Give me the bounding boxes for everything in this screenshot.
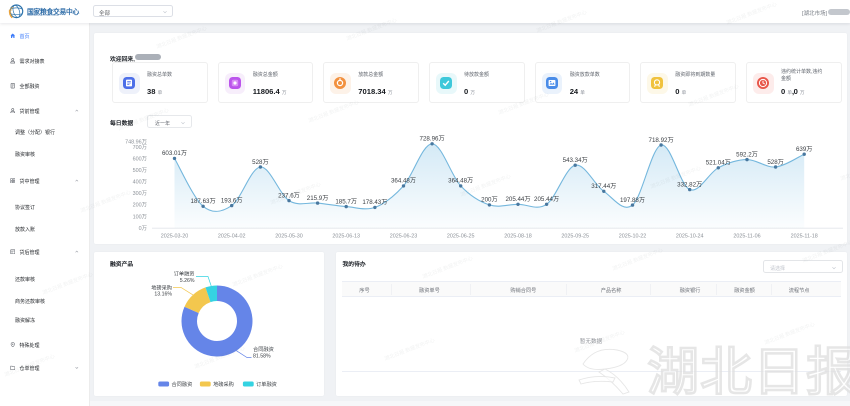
svg-text:528万: 528万 bbox=[252, 159, 269, 166]
svg-text:748.96万: 748.96万 bbox=[125, 138, 147, 145]
svg-text:2025-08-18: 2025-08-18 bbox=[504, 234, 532, 240]
svg-text:合同融资: 合同融资 bbox=[172, 380, 193, 388]
svg-text:地磅采购: 地磅采购 bbox=[151, 284, 172, 292]
svg-text:订单融资: 订单融资 bbox=[256, 380, 277, 388]
svg-text:300万: 300万 bbox=[133, 190, 148, 197]
svg-text:2025-04-02: 2025-04-02 bbox=[218, 234, 246, 240]
svg-text:0万: 0万 bbox=[139, 225, 148, 232]
svg-text:2025-06-25: 2025-06-25 bbox=[447, 234, 475, 240]
svg-text:639万: 639万 bbox=[796, 146, 813, 153]
svg-text:193.6万: 193.6万 bbox=[221, 197, 243, 204]
svg-text:237.6万: 237.6万 bbox=[278, 192, 300, 199]
svg-text:400万: 400万 bbox=[133, 179, 148, 186]
svg-text:2025-09-25: 2025-09-25 bbox=[561, 234, 589, 240]
svg-text:718.92万: 718.92万 bbox=[649, 137, 674, 144]
svg-text:603.01万: 603.01万 bbox=[162, 150, 187, 157]
svg-text:200万: 200万 bbox=[133, 202, 148, 209]
svg-text:2025-11-18: 2025-11-18 bbox=[791, 234, 818, 240]
svg-text:2025-06-13: 2025-06-13 bbox=[332, 234, 360, 240]
svg-text:2025-03-20: 2025-03-20 bbox=[161, 234, 189, 240]
svg-text:178.43万: 178.43万 bbox=[362, 199, 387, 206]
svg-text:700万: 700万 bbox=[133, 144, 148, 151]
svg-text:200万: 200万 bbox=[481, 197, 498, 204]
svg-text:81.58%: 81.58% bbox=[253, 354, 271, 360]
svg-text:592.2万: 592.2万 bbox=[736, 151, 758, 158]
svg-text:215.9万: 215.9万 bbox=[307, 195, 329, 202]
svg-text:543.34万: 543.34万 bbox=[563, 157, 588, 164]
svg-text:197.88万: 197.88万 bbox=[620, 197, 645, 204]
svg-text:2025-10-24: 2025-10-24 bbox=[676, 234, 704, 240]
svg-text:2025-11-06: 2025-11-06 bbox=[733, 234, 760, 240]
svg-text:528万: 528万 bbox=[767, 159, 784, 166]
svg-text:187.63万: 187.63万 bbox=[191, 198, 216, 205]
svg-text:地磅采购: 地磅采购 bbox=[213, 380, 234, 388]
svg-text:13.16%: 13.16% bbox=[154, 292, 172, 298]
svg-text:728.96万: 728.96万 bbox=[420, 136, 445, 143]
svg-text:332.82万: 332.82万 bbox=[677, 181, 702, 188]
svg-text:100万: 100万 bbox=[133, 213, 148, 220]
svg-text:364.48万: 364.48万 bbox=[391, 178, 416, 185]
svg-text:2025-05-30: 2025-05-30 bbox=[275, 234, 303, 240]
svg-text:2025-10-22: 2025-10-22 bbox=[619, 234, 647, 240]
svg-text:合同融资: 合同融资 bbox=[253, 345, 274, 353]
svg-text:317.44万: 317.44万 bbox=[591, 183, 616, 190]
svg-text:364.48万: 364.48万 bbox=[448, 178, 473, 185]
svg-text:500万: 500万 bbox=[133, 167, 148, 174]
svg-text:2025-06-23: 2025-06-23 bbox=[390, 234, 418, 240]
svg-text:205.44万: 205.44万 bbox=[534, 196, 559, 203]
svg-text:5.26%: 5.26% bbox=[180, 278, 195, 284]
svg-text:订单融资: 订单融资 bbox=[174, 270, 195, 278]
svg-text:521.04万: 521.04万 bbox=[706, 160, 731, 167]
svg-text:185.7万: 185.7万 bbox=[335, 198, 357, 205]
svg-text:600万: 600万 bbox=[133, 156, 148, 163]
svg-text:205.44万: 205.44万 bbox=[505, 196, 530, 203]
